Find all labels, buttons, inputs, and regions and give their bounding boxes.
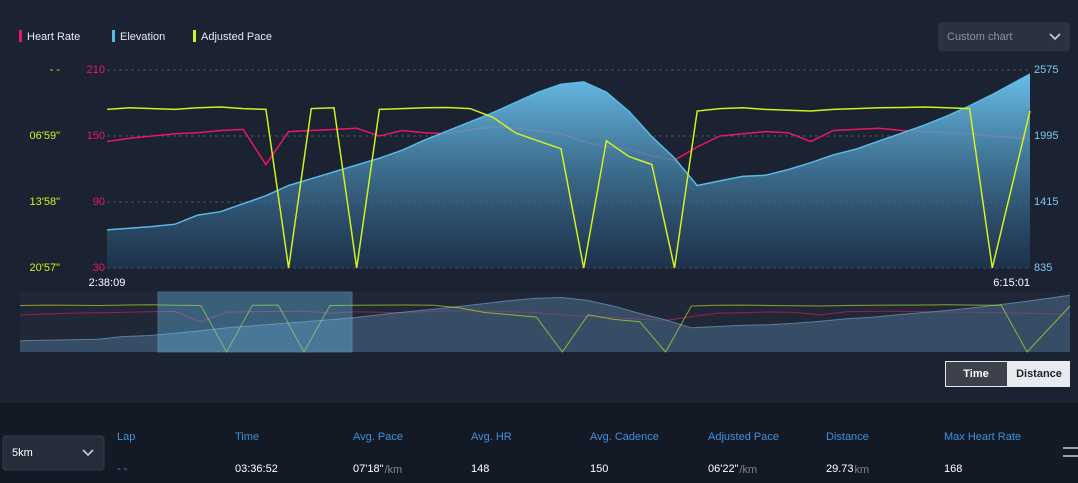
y-tick-label: 210: [87, 64, 105, 76]
y2-tick-label: 835: [1034, 262, 1052, 274]
table-cell: 07'18": [353, 463, 384, 475]
table-cell: 03:36:52: [235, 463, 278, 475]
mode-selected[interactable]: [946, 362, 1007, 386]
legend-label: Elevation: [120, 31, 165, 43]
y-tick-label: 30: [93, 262, 105, 274]
line: [106, 73, 1031, 231]
overview: [19, 294, 1071, 354]
table-cell: 148: [471, 463, 489, 475]
y2-tick-label: 1995: [1034, 130, 1058, 142]
area: [107, 74, 1030, 268]
table-cell: 168: [944, 463, 962, 475]
chevron: [82, 449, 94, 457]
table-unit: /km: [384, 464, 402, 476]
table-cell: 150: [590, 463, 608, 475]
filter-icon[interactable]: [1063, 447, 1078, 457]
y3-tick-label: 13'58": [30, 196, 61, 208]
overview-window[interactable]: [157, 291, 353, 353]
chart-select[interactable]: [938, 22, 1070, 51]
table-unit: km: [855, 464, 870, 476]
table-cell: 06'22": [708, 463, 739, 475]
mini-line: [19, 304, 1071, 354]
y2-tick-label: 1415: [1034, 196, 1058, 208]
y3-tick-label: 06'59": [30, 130, 61, 142]
mini-area: [20, 295, 1070, 352]
mini-line: [19, 294, 1071, 342]
table-header: Time: [235, 431, 259, 443]
legend-swatch: [193, 30, 196, 42]
lap-select[interactable]: [2, 435, 105, 471]
chevron: [1049, 33, 1061, 41]
table-header: Adjusted Pace: [708, 431, 779, 443]
table-header: Avg. Cadence: [590, 431, 659, 443]
x-tick-label: 6:15:01: [993, 277, 1030, 289]
mode-distance[interactable]: Distance: [1016, 368, 1062, 380]
line: [106, 106, 1031, 269]
legend-label: Heart Rate: [27, 31, 80, 43]
table-header: Avg. Pace: [353, 431, 403, 443]
y3-tick-label: - -: [50, 64, 61, 76]
chart-select-label: Custom chart: [947, 31, 1012, 43]
legend-swatch: [19, 30, 22, 42]
y-tick-label: 90: [93, 196, 105, 208]
table-header: Max Heart Rate: [944, 431, 1021, 443]
mode-time[interactable]: Time: [963, 368, 988, 380]
y3-tick-label: 20'57": [30, 262, 61, 274]
y-tick-label: 150: [87, 130, 105, 142]
y2-tick-label: 2575: [1034, 64, 1058, 76]
x-tick-label: 2:38:09: [89, 277, 126, 289]
table-unit: /km: [739, 464, 757, 476]
table-header: Avg. HR: [471, 431, 512, 443]
legend-label: Adjusted Pace: [201, 31, 272, 43]
table-header: Lap: [117, 431, 135, 443]
table-cell: - -: [117, 463, 128, 475]
legend-swatch: [112, 30, 115, 42]
lap-select-label: 5km: [12, 447, 33, 459]
table-cell: 29.73: [826, 463, 854, 475]
table-header: Distance: [826, 431, 869, 443]
